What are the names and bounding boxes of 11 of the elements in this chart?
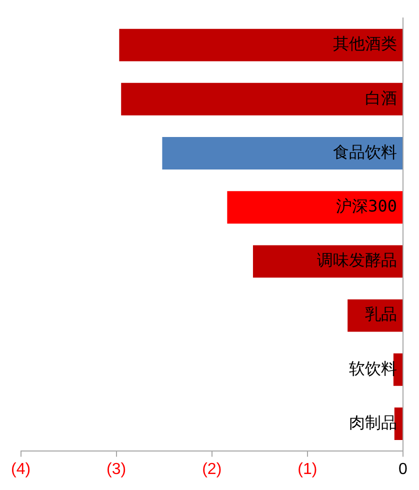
x-tick-label: 0	[398, 460, 408, 478]
y-tick-label: 调味发酵品	[317, 250, 397, 270]
x-tick-label: (3)	[106, 460, 126, 478]
y-tick-label: 其他酒类	[333, 34, 397, 54]
x-tick-label: (1)	[298, 460, 318, 478]
y-tick-label: 沪深300	[336, 196, 397, 216]
x-tick-label: (4)	[10, 460, 31, 478]
y-tick-label: 乳品	[365, 304, 397, 324]
y-tick-label: 食品饮料	[333, 142, 397, 162]
y-tick-label: 白酒	[365, 88, 397, 108]
x-tick-label: (2)	[202, 460, 222, 478]
